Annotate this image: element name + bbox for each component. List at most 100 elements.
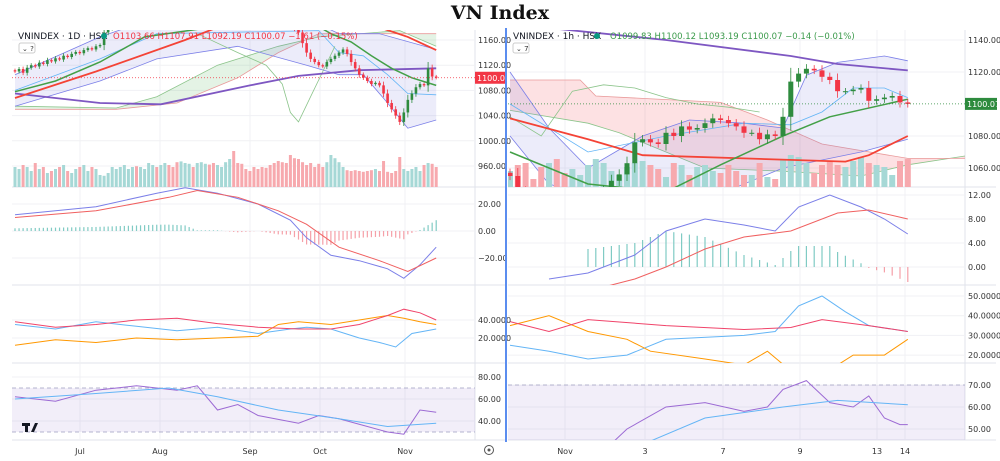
candle[interactable] (780, 116, 786, 136)
right-pane-macd[interactable] (548, 194, 909, 291)
candle[interactable] (58, 58, 61, 60)
candle[interactable] (554, 206, 559, 209)
right-collapse-button[interactable] (512, 42, 530, 54)
candle[interactable] (66, 55, 69, 58)
candle[interactable] (593, 197, 598, 200)
right-pane-dmi[interactable] (509, 295, 909, 375)
candle[interactable] (741, 126, 747, 133)
candle[interactable] (414, 87, 418, 94)
left-collapse-button[interactable] (18, 42, 36, 54)
candle[interactable] (718, 118, 724, 120)
candle[interactable] (547, 206, 552, 208)
left-pane-price[interactable] (12, 0, 475, 187)
candle[interactable] (127, 0, 130, 5)
candle[interactable] (111, 21, 114, 27)
candle[interactable] (866, 88, 872, 101)
candle[interactable] (406, 99, 410, 113)
candle[interactable] (686, 126, 692, 130)
candle[interactable] (850, 89, 856, 92)
candle[interactable] (881, 97, 887, 100)
candle[interactable] (362, 74, 365, 78)
candle[interactable] (374, 82, 377, 85)
candle[interactable] (301, 32, 304, 44)
candle[interactable] (74, 51, 78, 54)
right-symbol-label[interactable]: VNINDEX · 1h · HSX (513, 32, 601, 42)
candle[interactable] (827, 76, 833, 80)
candle[interactable] (586, 200, 591, 203)
candle[interactable] (539, 203, 544, 208)
candle[interactable] (21, 68, 25, 73)
candle[interactable] (378, 82, 381, 86)
candle[interactable] (772, 134, 778, 136)
candle[interactable] (309, 52, 312, 59)
candle[interactable] (819, 70, 825, 77)
candle[interactable] (353, 62, 357, 69)
candle[interactable] (337, 52, 341, 56)
candle[interactable] (418, 84, 422, 88)
candle[interactable] (366, 77, 369, 81)
candle[interactable] (764, 134, 770, 140)
candle[interactable] (710, 118, 716, 124)
candle[interactable] (842, 91, 848, 93)
candle[interactable] (50, 60, 53, 62)
candle[interactable] (281, 15, 284, 18)
candle[interactable] (796, 73, 802, 82)
candle[interactable] (277, 9, 280, 15)
candle[interactable] (422, 84, 426, 86)
candle[interactable] (98, 45, 102, 47)
right-pane-price[interactable] (507, 24, 970, 217)
left-symbol-label[interactable]: VNINDEX · 1D · HSX (18, 32, 108, 42)
candle[interactable] (616, 174, 622, 181)
candle[interactable] (663, 132, 669, 144)
candle[interactable] (29, 65, 33, 68)
left-pane-macd[interactable] (14, 187, 437, 279)
candle[interactable] (86, 48, 90, 51)
right-collapse-label[interactable]: ⌄ 7 (516, 45, 529, 53)
candle[interactable] (90, 48, 94, 50)
candle[interactable] (317, 62, 321, 66)
candle[interactable] (749, 132, 755, 134)
candle[interactable] (123, 5, 126, 8)
candle[interactable] (640, 139, 646, 143)
candle[interactable] (578, 203, 583, 208)
candle[interactable] (273, 2, 276, 8)
candle[interactable] (382, 85, 385, 94)
plot-area[interactable] (12, 0, 970, 461)
candle[interactable] (62, 55, 65, 60)
candle[interactable] (357, 68, 361, 75)
candle[interactable] (803, 68, 809, 74)
candle[interactable] (386, 93, 389, 103)
candle[interactable] (835, 80, 841, 92)
candle[interactable] (788, 81, 794, 117)
candle[interactable] (285, 18, 288, 21)
candle[interactable] (321, 65, 325, 67)
candle[interactable] (523, 192, 528, 200)
candle[interactable] (874, 99, 880, 101)
candle[interactable] (608, 180, 614, 191)
candle[interactable] (390, 103, 393, 110)
candle[interactable] (70, 53, 73, 58)
candle[interactable] (725, 120, 731, 124)
candle[interactable] (269, 0, 272, 2)
candle[interactable] (370, 80, 373, 85)
candle[interactable] (333, 55, 337, 59)
tradingview-logo[interactable] (22, 423, 38, 432)
candle[interactable] (119, 9, 122, 15)
candle[interactable] (33, 65, 37, 67)
candle[interactable] (733, 123, 739, 127)
candle[interactable] (434, 76, 438, 78)
candle[interactable] (601, 190, 606, 196)
candle[interactable] (329, 58, 333, 63)
candle[interactable] (297, 29, 300, 33)
right-pane-rsi[interactable] (508, 380, 965, 461)
candle[interactable] (293, 24, 296, 28)
candle[interactable] (889, 96, 895, 98)
candle[interactable] (632, 142, 638, 164)
candle[interactable] (17, 68, 21, 72)
candle[interactable] (508, 172, 513, 176)
candle[interactable] (430, 68, 434, 77)
candle[interactable] (115, 15, 118, 21)
left-pane-rsi[interactable] (12, 385, 475, 435)
left-pane-dmi[interactable] (14, 308, 437, 348)
